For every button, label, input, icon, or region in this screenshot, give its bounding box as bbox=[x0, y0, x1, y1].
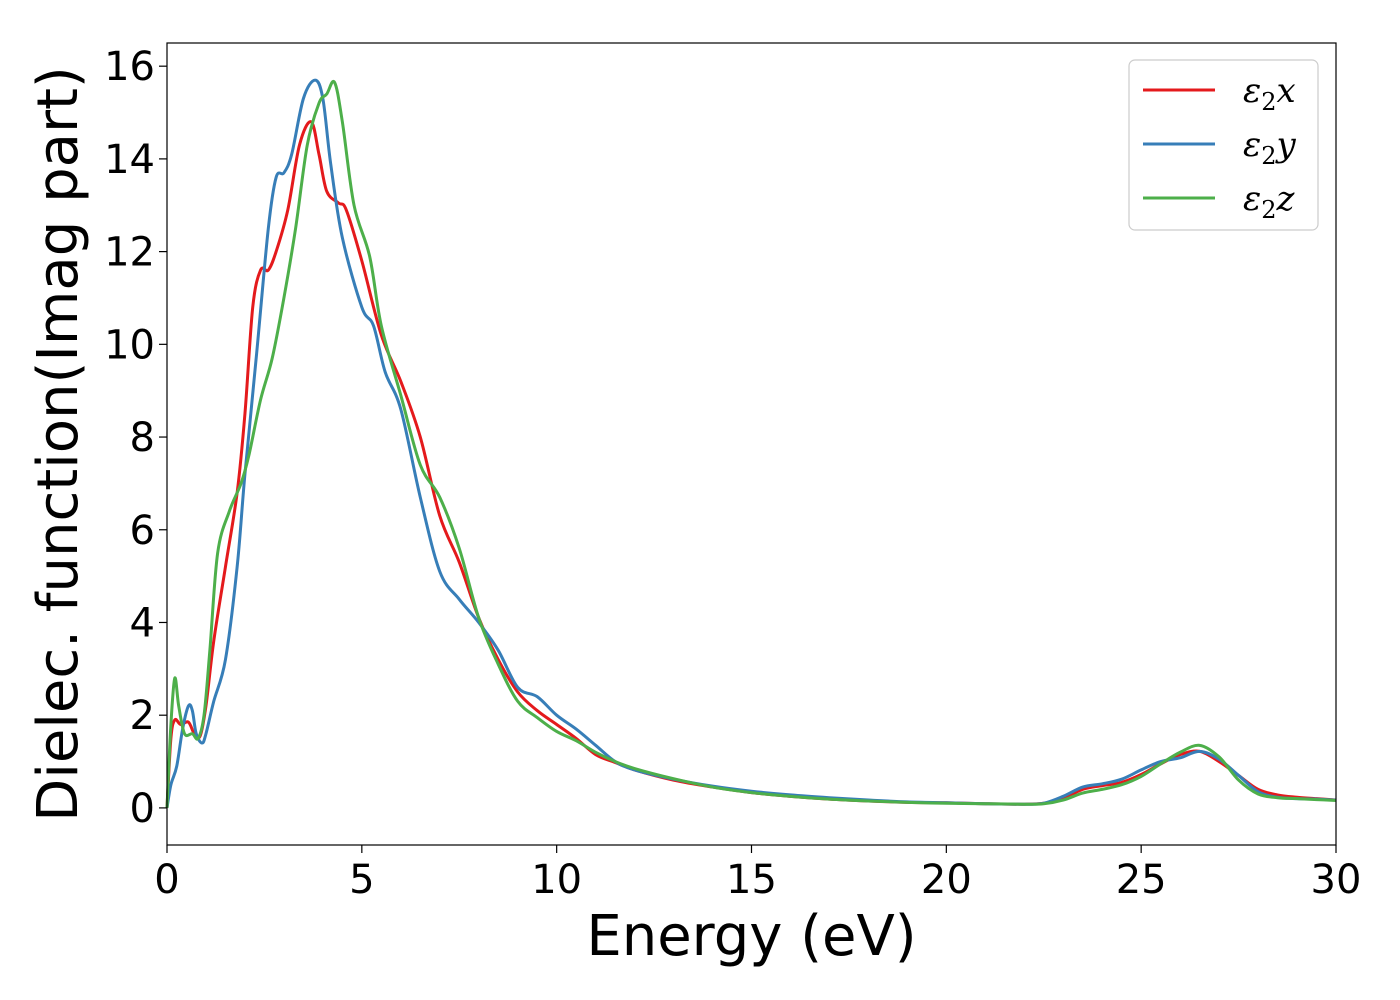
y-tick-label: 16 bbox=[104, 44, 155, 90]
series-line-x bbox=[165, 120, 1337, 808]
x-tick-label: 0 bbox=[154, 857, 179, 903]
legend-label-y: ε2y bbox=[1243, 125, 1297, 170]
legend-label-z: ε2z bbox=[1243, 179, 1296, 224]
legend-label-x: ε2x bbox=[1243, 71, 1296, 116]
x-tick-label: 20 bbox=[921, 857, 972, 903]
y-tick-label: 6 bbox=[130, 508, 155, 554]
y-axis-title: Dielec. function(Imag part) bbox=[26, 66, 91, 822]
legend: ε2x ε2y ε2z bbox=[1128, 59, 1319, 231]
y-tick-label: 12 bbox=[104, 230, 155, 276]
x-tick-label: 5 bbox=[349, 857, 374, 903]
x-tick-label: 10 bbox=[531, 857, 582, 903]
x-tick-label: 15 bbox=[726, 857, 777, 903]
y-tick-label: 10 bbox=[104, 322, 155, 368]
x-tick-label: 30 bbox=[1311, 857, 1362, 903]
y-tick-label: 4 bbox=[130, 600, 155, 646]
x-axis-title: Energy (eV) bbox=[586, 904, 916, 969]
x-tick-label: 25 bbox=[1116, 857, 1167, 903]
y-tick-label: 8 bbox=[130, 415, 155, 461]
series-layer bbox=[165, 78, 1337, 809]
series-line-z bbox=[165, 79, 1337, 808]
y-tick-label: 0 bbox=[130, 786, 155, 832]
y-axis-ticks: 0 2 4 6 8 10 12 14 16 bbox=[104, 44, 167, 832]
y-tick-label: 2 bbox=[130, 693, 155, 739]
y-tick-label: 14 bbox=[104, 137, 155, 183]
series-line-y bbox=[165, 78, 1337, 809]
x-axis-ticks: 0 5 10 15 20 25 30 bbox=[154, 845, 1361, 903]
legend-box bbox=[1128, 59, 1319, 231]
